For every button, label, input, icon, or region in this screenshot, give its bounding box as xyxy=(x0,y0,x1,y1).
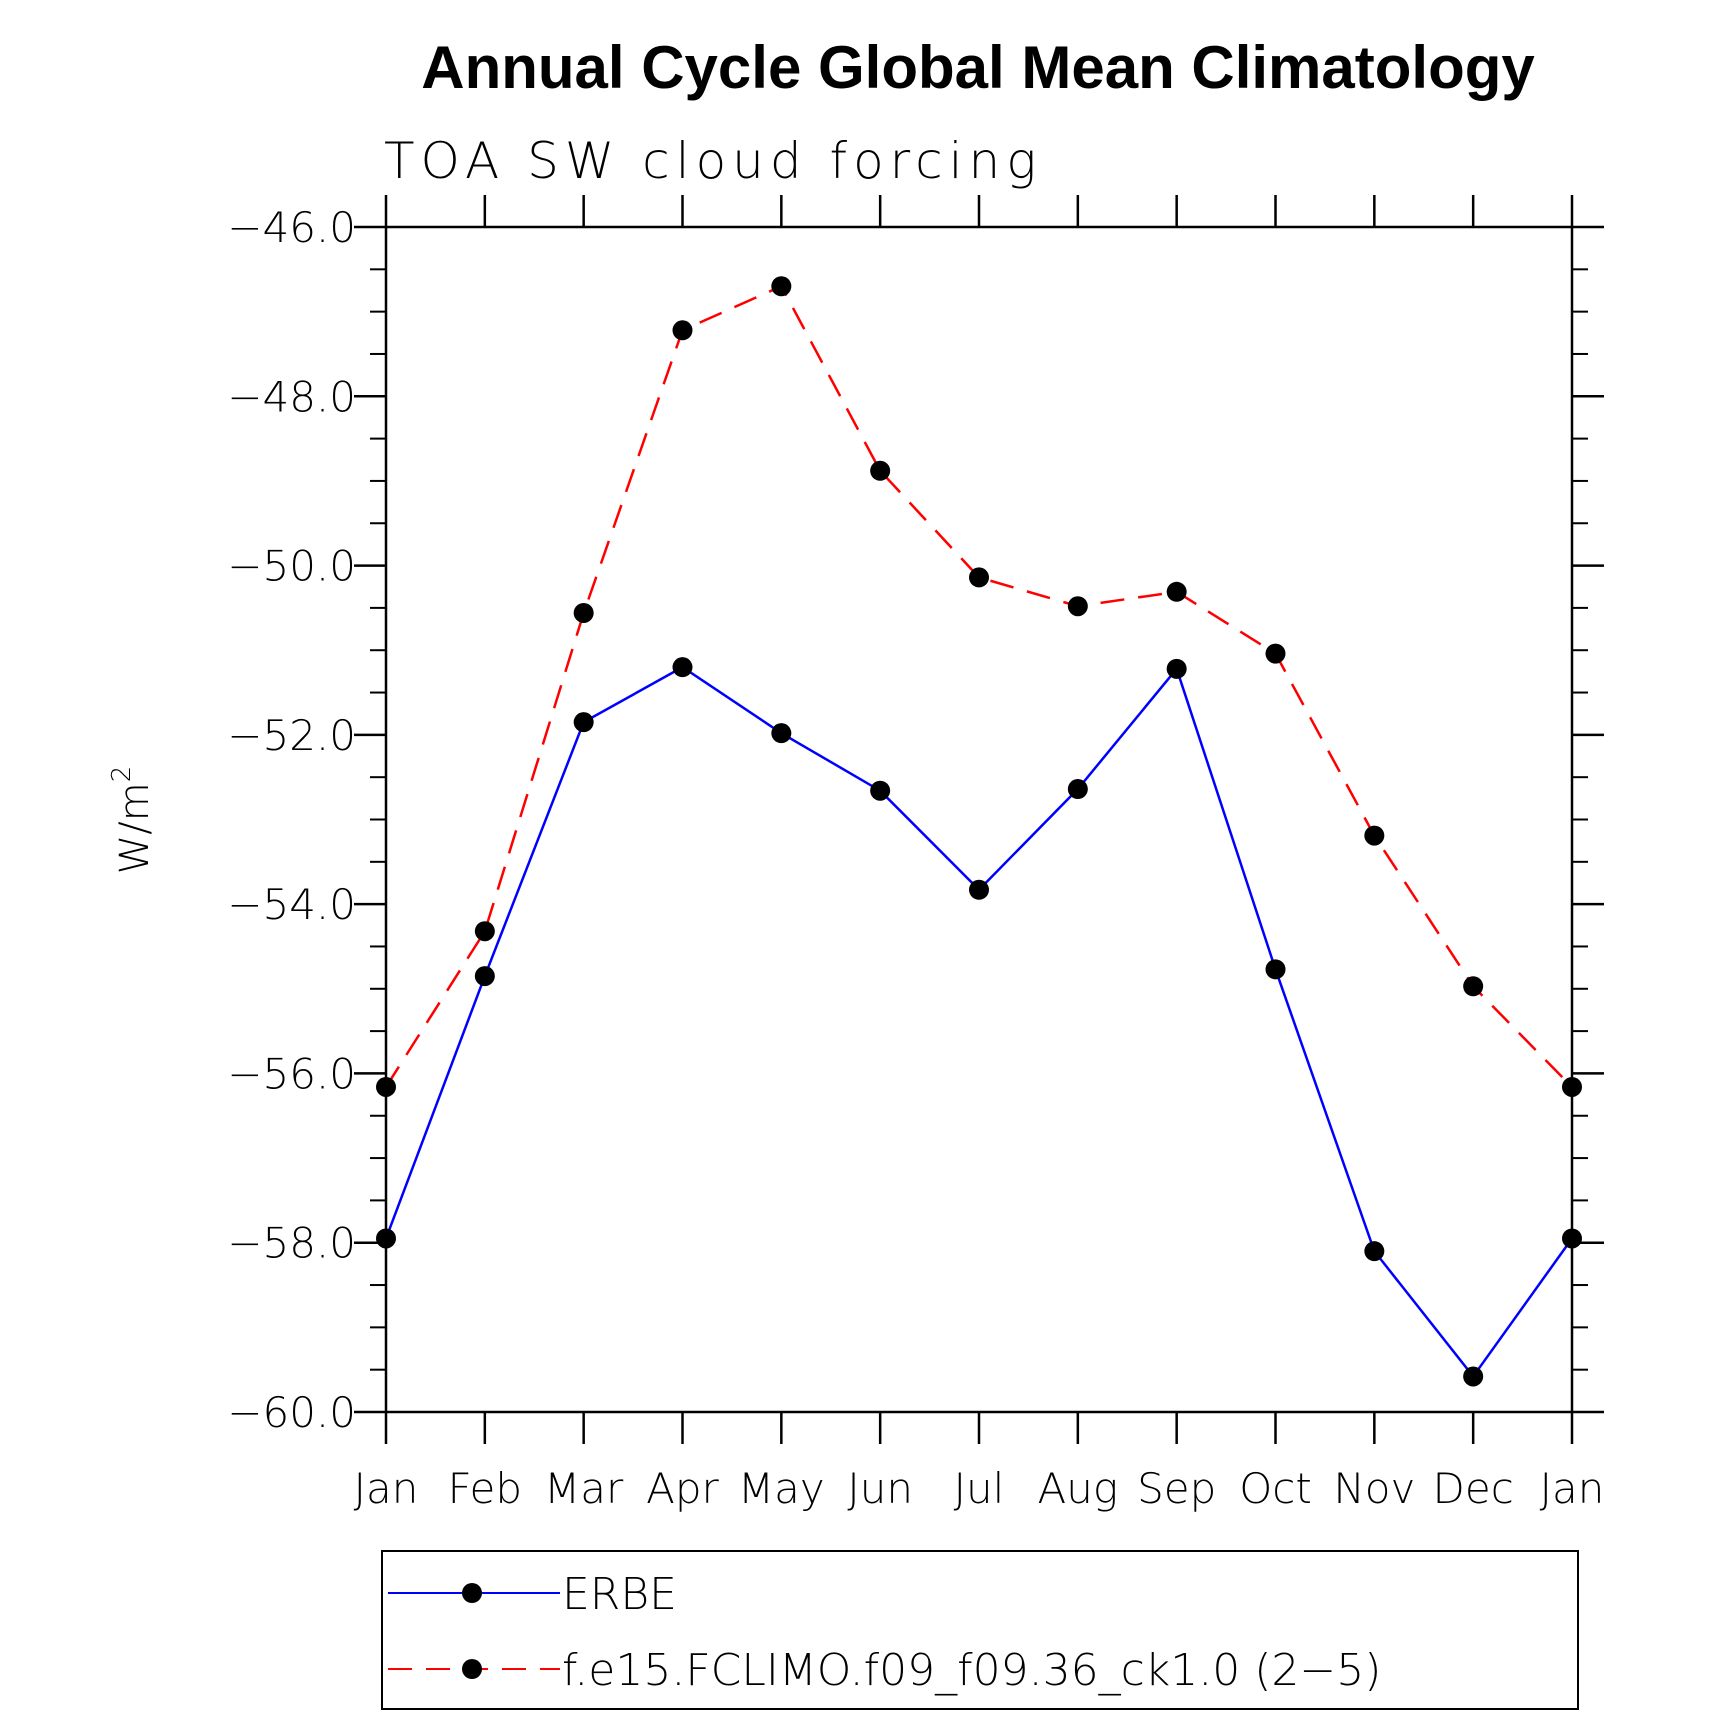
series-1-point xyxy=(870,460,891,481)
x-tick-label: May xyxy=(738,1464,825,1513)
x-tick-label: Jan xyxy=(354,1464,419,1513)
y-axis-label: W/m2 xyxy=(107,766,158,875)
chart-title: Annual Cycle Global Mean Climatology xyxy=(421,34,1535,101)
y-tick-label: −50.0 xyxy=(227,542,356,591)
legend-marker-model xyxy=(462,1659,482,1679)
y-tick-label: −52.0 xyxy=(227,711,356,760)
plot-frame xyxy=(384,225,1574,1414)
series-layer xyxy=(376,276,1582,1387)
series-1-point xyxy=(1562,1076,1582,1097)
series-0-point xyxy=(672,657,693,678)
series-1-point xyxy=(969,567,989,588)
x-tick-label: Mar xyxy=(544,1464,624,1513)
series-0-point xyxy=(969,879,989,900)
series-0-point xyxy=(1364,1241,1385,1262)
series-line-0 xyxy=(384,665,1574,1379)
x-tick-label: Jan xyxy=(1540,1464,1605,1513)
x-tick-label: Nov xyxy=(1333,1464,1415,1513)
legend-label-erbe: ERBE xyxy=(562,1569,677,1620)
series-1-point xyxy=(771,276,792,297)
x-tick-label: Jul xyxy=(954,1464,1005,1513)
y-tick-label: −58.0 xyxy=(227,1219,356,1268)
legend: ERBE f.e15.FCLIMO.f09_f09.36_ck1.0 (2−5) xyxy=(381,1550,1579,1710)
y-tick-label: −46.0 xyxy=(227,203,356,252)
y-axis-label-text: W/m xyxy=(112,782,158,874)
series-1-point xyxy=(1067,596,1088,617)
plot-axes: −46.0 −48.0 −50.0 −52.0 −54.0 −56.0 −58.0 −60.0… xyxy=(227,195,1604,1513)
legend-marker-erbe xyxy=(462,1583,482,1603)
series-1-point xyxy=(1265,643,1286,664)
series-line-1 xyxy=(384,284,1573,1088)
x-tick-label: Apr xyxy=(646,1464,719,1513)
x-tick-label: Dec xyxy=(1433,1464,1514,1513)
series-0-point xyxy=(1463,1366,1484,1387)
chart-subtitle: TOA SW cloud forcing xyxy=(384,132,1042,190)
series-0-point xyxy=(376,1228,396,1249)
legend-label-model: f.e15.FCLIMO.f09_f09.36_ck1.0 (2−5) xyxy=(562,1645,1381,1696)
series-0-point xyxy=(870,780,891,801)
series-0-point xyxy=(1562,1228,1582,1249)
x-tick-label: Sep xyxy=(1137,1464,1216,1513)
series-1-point xyxy=(474,921,495,942)
svg-text:W/m2: W/m2 xyxy=(107,766,158,875)
x-tick-label: Feb xyxy=(448,1464,522,1513)
series-1-point xyxy=(1463,976,1484,997)
series-0-point xyxy=(573,712,594,733)
legend-box xyxy=(381,1550,1579,1710)
y-tick-label: −56.0 xyxy=(227,1049,356,1098)
series-1-point xyxy=(376,1076,396,1097)
x-tick-label: Jun xyxy=(847,1464,913,1513)
y-axis-label-superscript: 2 xyxy=(107,766,137,783)
x-tick-label: Oct xyxy=(1239,1464,1312,1513)
x-tick-label: Aug xyxy=(1038,1464,1119,1513)
series-1-point xyxy=(573,602,594,623)
series-0-point xyxy=(771,723,792,744)
series-1-point xyxy=(672,320,693,341)
series-0-point xyxy=(1265,959,1286,980)
series-0-point xyxy=(474,966,495,987)
series-1-point xyxy=(1166,581,1187,602)
y-tick-label: −48.0 xyxy=(227,372,356,421)
y-tick-label: −54.0 xyxy=(227,880,356,929)
series-0-point xyxy=(1166,658,1187,679)
series-1-point xyxy=(1364,825,1385,846)
series-0-point xyxy=(1067,779,1088,800)
y-tick-label: −60.0 xyxy=(227,1388,356,1437)
